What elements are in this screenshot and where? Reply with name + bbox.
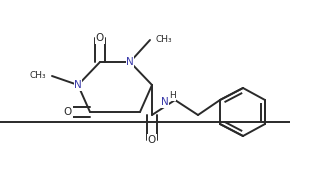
Text: N: N [126, 57, 134, 67]
Text: N: N [74, 80, 82, 90]
Text: H: H [169, 92, 175, 101]
Text: O: O [64, 107, 72, 117]
Text: N: N [161, 97, 169, 107]
Text: O: O [96, 33, 104, 43]
Text: O: O [148, 135, 156, 145]
Text: CH₃: CH₃ [156, 36, 172, 44]
Text: CH₃: CH₃ [29, 72, 46, 81]
